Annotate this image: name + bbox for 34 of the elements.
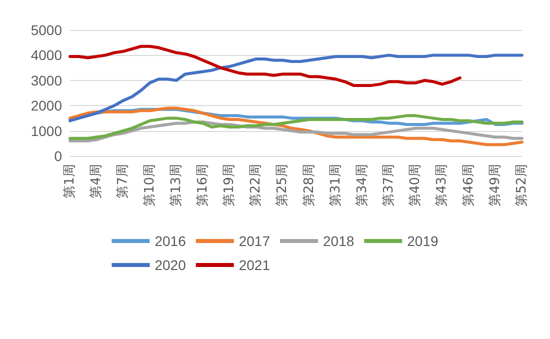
x-tick-label: 第43周	[434, 164, 450, 207]
x-tick-label: 第46周	[461, 164, 476, 207]
x-tick-label: 第37周	[382, 164, 397, 207]
legend-label: 2021	[238, 257, 270, 273]
legend-label: 2016	[154, 233, 186, 249]
x-tick-label: 第1周	[62, 164, 78, 198]
legend-label: 2018	[323, 233, 354, 249]
x-tick-label: 第22周	[248, 164, 264, 207]
line-series	[68, 54, 524, 122]
x-tick-label: 第7周	[116, 164, 131, 198]
x-tick-label: 第49周	[488, 164, 503, 207]
y-tick-label: 0	[54, 148, 62, 164]
legend-label: 2020	[154, 257, 186, 273]
x-tick-label: 第40周	[408, 164, 424, 207]
y-tick-label: 5000	[30, 22, 62, 38]
y-tick-label: 1000	[30, 122, 62, 139]
line-series	[68, 44, 462, 87]
x-tick-label: 第25周	[275, 164, 290, 207]
x-tick-label: 第13周	[168, 164, 184, 207]
x-tick-label: 第4周	[89, 164, 104, 198]
y-tick-label: 2000	[30, 98, 62, 114]
y-tick-label: 3000	[30, 72, 62, 88]
x-tick-label: 第16周	[195, 164, 210, 207]
y-tick-label: 4000	[30, 47, 62, 64]
x-tick-label: 第31周	[328, 164, 344, 207]
x-tick-label: 第28周	[302, 164, 317, 207]
line-series	[68, 106, 524, 146]
x-tick-label: 第19周	[222, 164, 238, 207]
x-tick-label: 第10周	[142, 164, 158, 207]
x-tick-label: 第52周	[514, 164, 530, 207]
line-series	[68, 114, 524, 140]
x-tick-label: 第34周	[354, 164, 370, 207]
legend-label: 2017	[238, 233, 270, 249]
legend-label: 2019	[407, 233, 439, 249]
